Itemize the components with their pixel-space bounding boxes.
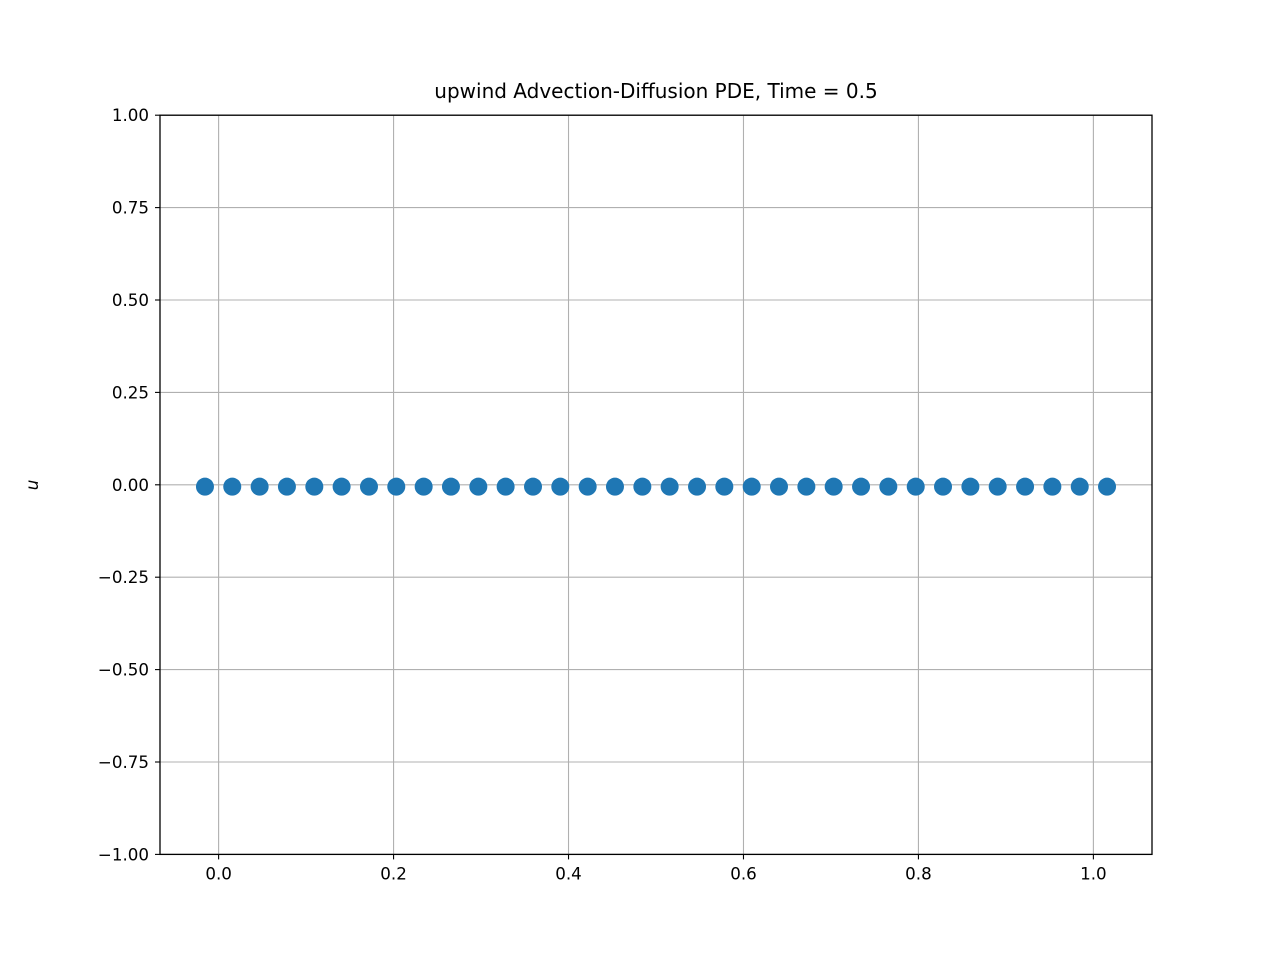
data-point [633, 477, 652, 496]
data-point [1016, 477, 1035, 496]
x-tick-label: 0.0 [205, 863, 232, 883]
data-point [824, 477, 843, 496]
data-point [715, 477, 734, 496]
data-point [934, 477, 953, 496]
x-tick-label: 0.2 [380, 863, 407, 883]
y-tick-label: 0.75 [112, 198, 149, 218]
x-tick-label: 1.0 [1080, 863, 1107, 883]
y-axis: 1.00 0.75 0.50 0.25 0.00 −0.25 −0.50 −0.75 −1.00 [98, 105, 160, 864]
data-point [688, 477, 707, 496]
y-tick-label: −1.00 [98, 844, 149, 864]
y-tick-label: 0.25 [112, 382, 149, 402]
data-point [469, 477, 488, 496]
x-axis: 0.0 0.2 0.4 0.6 0.8 1.0 [205, 854, 1107, 883]
y-tick-label: 1.00 [112, 105, 149, 125]
x-tick-label: 0.4 [555, 863, 582, 883]
data-point [496, 477, 515, 496]
chart-title: upwind Advection-Diffusion PDE, Time = 0… [434, 79, 877, 103]
data-point [332, 477, 351, 496]
data-point [387, 477, 406, 496]
data-point [906, 477, 925, 496]
data-point [305, 477, 324, 496]
data-point [1098, 477, 1117, 496]
data-point [797, 477, 816, 496]
data-point [605, 477, 624, 496]
data-point [769, 477, 788, 496]
data-point [277, 477, 296, 496]
data-point [852, 477, 871, 496]
x-tick-label: 0.6 [730, 863, 757, 883]
data-point [879, 477, 898, 496]
data-point [551, 477, 570, 496]
data-point [359, 477, 378, 496]
data-point [195, 477, 214, 496]
x-tick-label: 0.8 [905, 863, 932, 883]
data-point [1070, 477, 1089, 496]
data-point [414, 477, 433, 496]
data-point [250, 477, 269, 496]
data-point [1043, 477, 1062, 496]
data-point [223, 477, 242, 496]
data-point [441, 477, 460, 496]
y-tick-label: −0.50 [98, 660, 149, 680]
data-point [988, 477, 1007, 496]
y-tick-label: −0.25 [98, 567, 149, 587]
y-tick-label: −0.75 [98, 752, 149, 772]
y-axis-label: u [22, 480, 42, 491]
data-point [961, 477, 980, 496]
data-point [742, 477, 761, 496]
data-point [524, 477, 543, 496]
data-points [195, 477, 1117, 496]
y-tick-label: 0.00 [112, 475, 149, 495]
y-tick-label: 0.50 [112, 290, 149, 310]
data-point [660, 477, 679, 496]
data-point [578, 477, 597, 496]
